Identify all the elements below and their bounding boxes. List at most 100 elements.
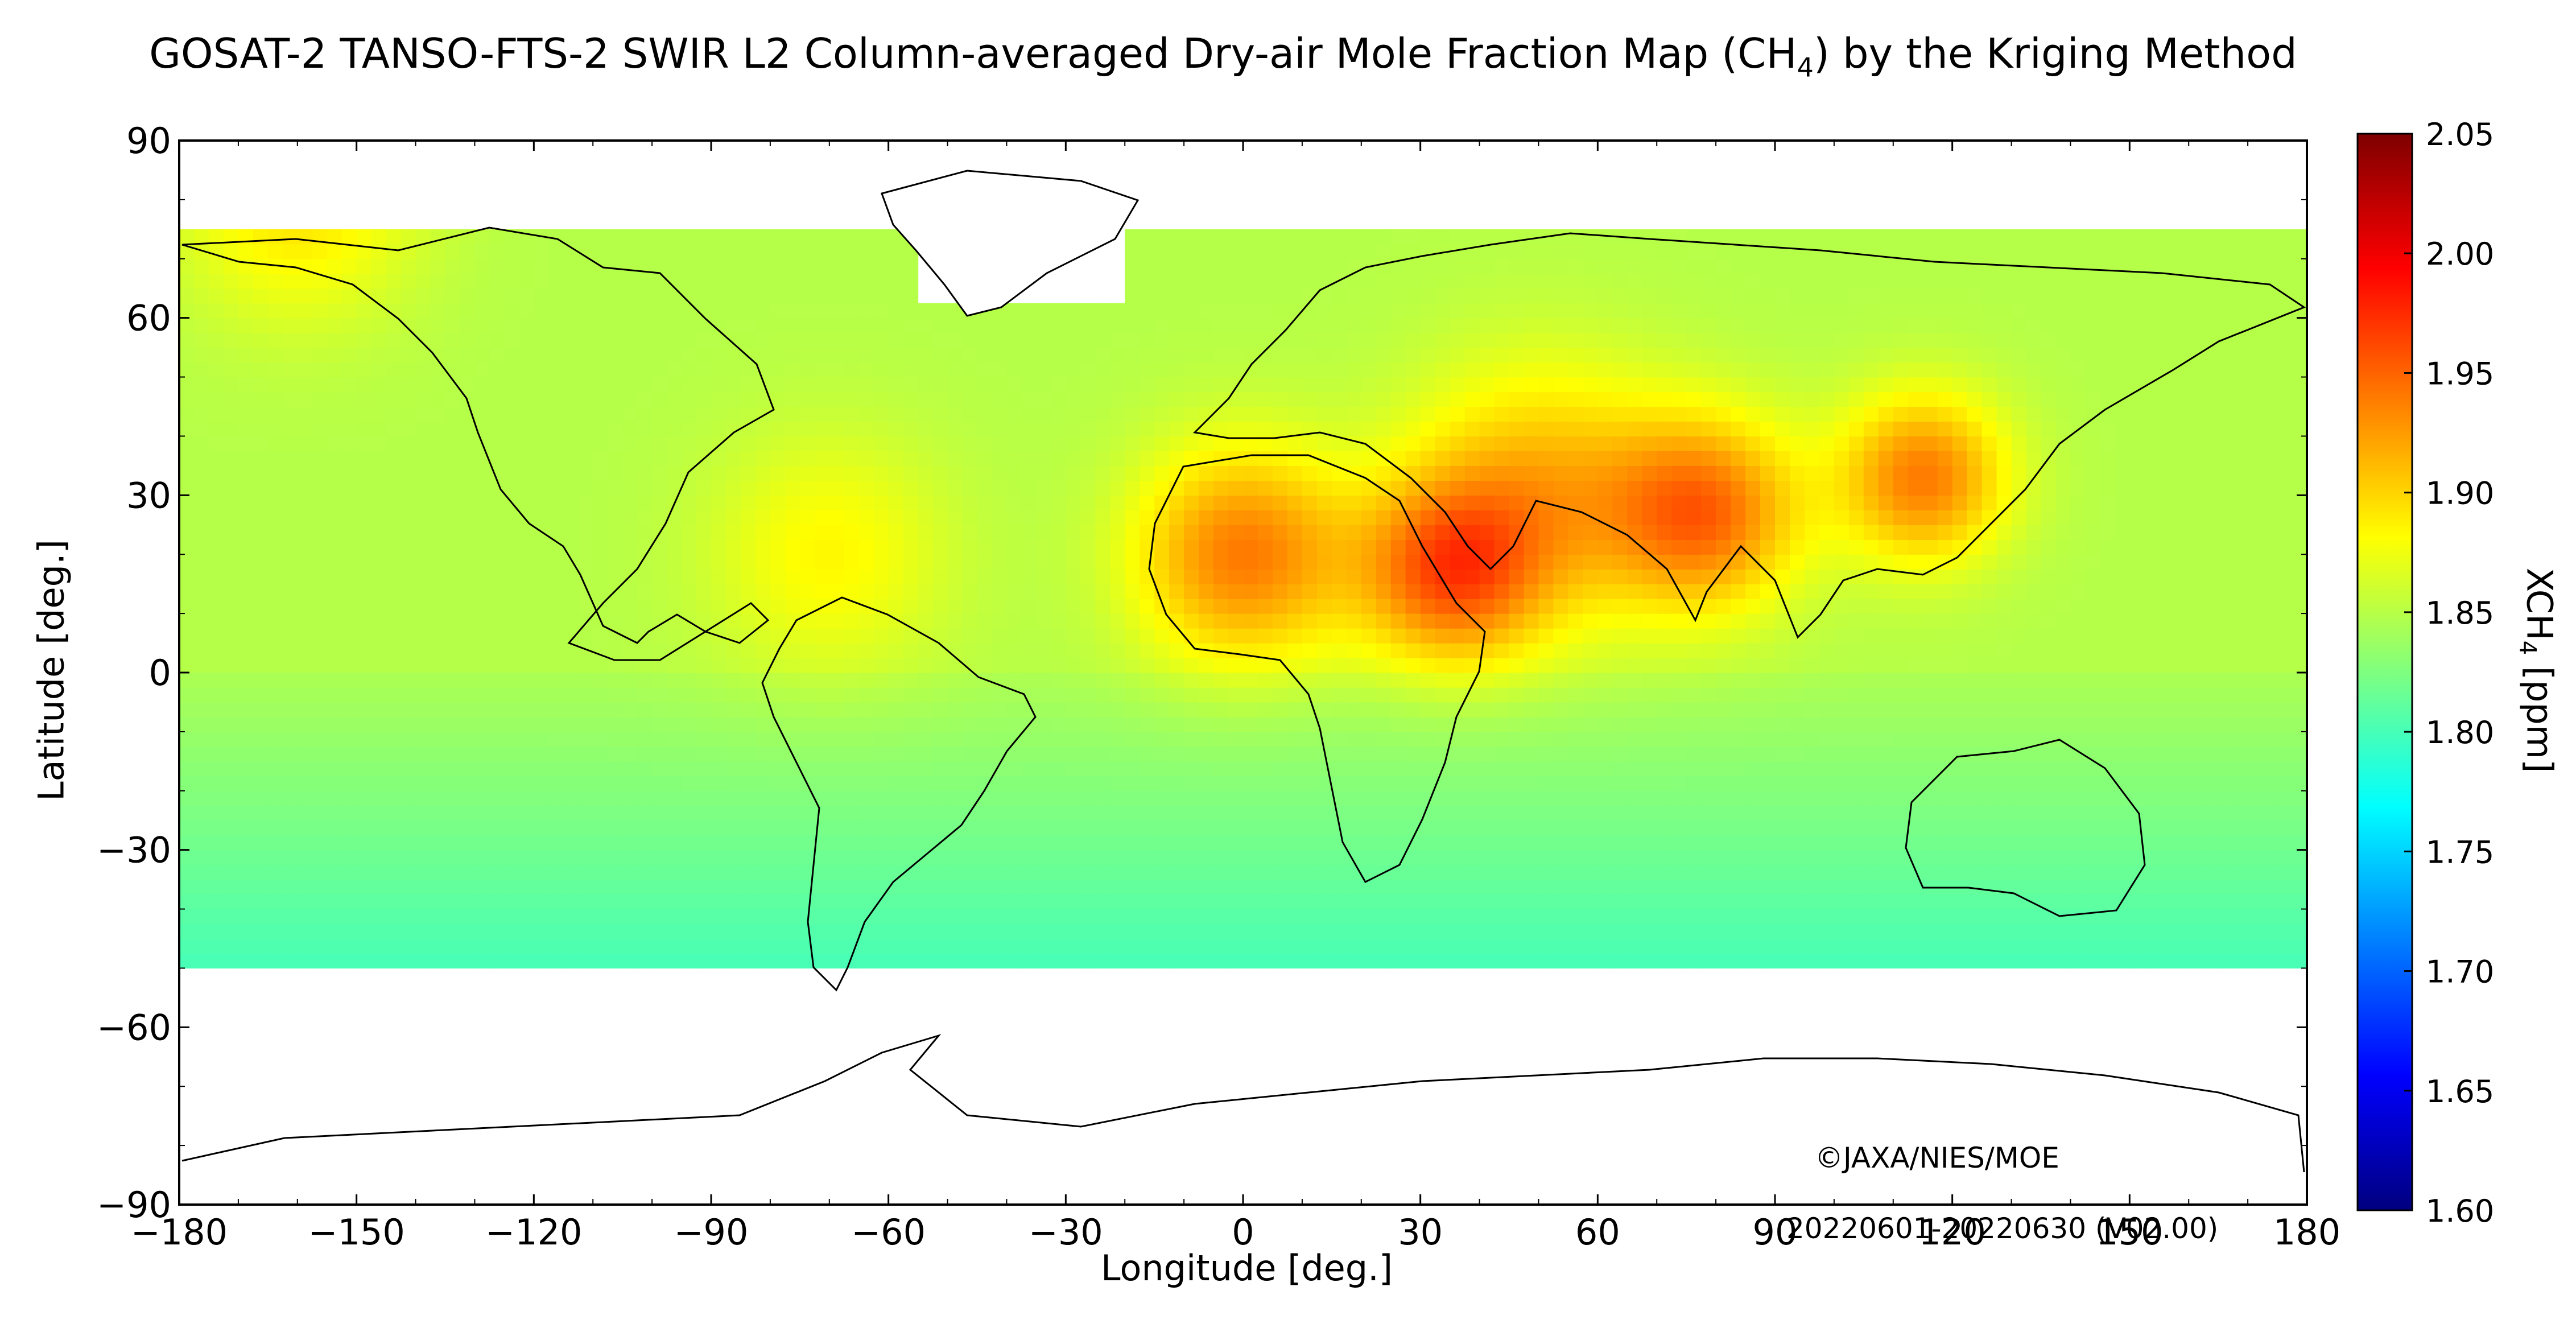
heatmap-cell	[873, 687, 889, 703]
heatmap-cell	[2041, 776, 2057, 791]
heatmap-cell	[814, 480, 830, 496]
heatmap-cell	[1790, 495, 1805, 510]
heatmap-cell	[1597, 673, 1613, 688]
heatmap-cell	[667, 465, 682, 481]
heatmap-cell	[1908, 716, 1923, 732]
heatmap-cell	[1080, 716, 1096, 732]
heatmap-cell	[1331, 510, 1347, 525]
heatmap-cell	[1524, 938, 1539, 954]
heatmap-cell	[1420, 894, 1436, 910]
heatmap-cell	[1509, 584, 1525, 599]
heatmap-cell	[2203, 539, 2219, 555]
heatmap-cell	[1021, 953, 1037, 969]
heatmap-cell	[1390, 731, 1406, 747]
heatmap-cell	[2144, 702, 2160, 718]
heatmap-cell	[1848, 850, 1864, 865]
heatmap-cell	[1745, 584, 1761, 599]
heatmap-cell	[962, 850, 978, 865]
heatmap-cell	[1686, 776, 1702, 791]
heatmap-cell	[312, 820, 328, 836]
heatmap-cell	[2263, 480, 2278, 496]
heatmap-cell	[608, 525, 623, 540]
heatmap-cell	[341, 673, 357, 688]
heatmap-cell	[1760, 731, 1776, 747]
heatmap-cell	[2011, 820, 2027, 836]
heatmap-cell	[1405, 702, 1421, 718]
heatmap-cell	[2026, 480, 2042, 496]
heatmap-cell	[667, 702, 682, 718]
heatmap-cell	[489, 584, 505, 599]
heatmap-cell	[977, 451, 993, 466]
heatmap-cell	[1848, 909, 1864, 925]
heatmap-cell	[1405, 658, 1421, 673]
heatmap-cell	[267, 510, 283, 525]
heatmap-cell	[1538, 953, 1554, 969]
heatmap-cell	[2218, 894, 2234, 910]
heatmap-cell	[386, 864, 402, 880]
heatmap-cell	[1346, 673, 1362, 688]
heatmap-cell	[1538, 569, 1554, 584]
heatmap-cell	[696, 465, 712, 481]
heatmap-cell	[1494, 938, 1510, 954]
heatmap-cell	[2085, 924, 2100, 939]
heatmap-cell	[829, 525, 845, 540]
heatmap-cell	[267, 584, 283, 599]
heatmap-cell	[1996, 850, 2012, 865]
heatmap-cell	[2233, 953, 2248, 969]
heatmap-cell	[696, 953, 712, 969]
heatmap-cell	[1243, 658, 1258, 673]
heatmap-cell	[1524, 894, 1539, 910]
heatmap-cell	[208, 953, 224, 969]
heatmap-cell	[2292, 554, 2307, 570]
heatmap-cell	[740, 673, 756, 688]
heatmap-cell	[534, 924, 549, 939]
heatmap-cell	[1272, 613, 1288, 629]
heatmap-cell	[799, 805, 815, 821]
heatmap-cell	[637, 702, 653, 718]
heatmap-cell	[371, 584, 387, 599]
heatmap-cell	[1922, 628, 1938, 644]
heatmap-cell	[1080, 820, 1096, 836]
heatmap-cell	[1405, 924, 1421, 939]
heatmap-cell	[637, 643, 653, 658]
heatmap-cell	[1258, 465, 1273, 481]
heatmap-cell	[711, 805, 726, 821]
heatmap-cell	[534, 702, 549, 718]
heatmap-cell	[711, 539, 726, 555]
heatmap-cell	[873, 938, 889, 954]
heatmap-cell	[534, 776, 549, 791]
heatmap-cell	[267, 820, 283, 836]
heatmap-cell	[1405, 569, 1421, 584]
heatmap-cell	[918, 716, 934, 732]
heatmap-cell	[932, 465, 948, 481]
heatmap-cell	[2144, 613, 2160, 629]
heatmap-cell	[194, 584, 209, 599]
heatmap-cell	[711, 924, 726, 939]
heatmap-cell	[2159, 613, 2174, 629]
heatmap-cell	[844, 480, 860, 496]
heatmap-cell	[1848, 924, 1864, 939]
heatmap-cell	[1686, 702, 1702, 718]
heatmap-cell	[1316, 480, 1332, 496]
heatmap-cell	[2218, 924, 2234, 939]
heatmap-cell	[563, 924, 579, 939]
heatmap-cell	[1479, 495, 1495, 510]
heatmap-cell	[829, 864, 845, 880]
heatmap-cell	[1080, 539, 1096, 555]
heatmap-cell	[563, 599, 579, 614]
heatmap-cell	[445, 599, 461, 614]
heatmap-cell	[1361, 687, 1377, 703]
heatmap-cell	[1302, 628, 1318, 644]
heatmap-cell	[1893, 525, 1909, 540]
heatmap-cell	[2159, 569, 2174, 584]
heatmap-cell	[208, 850, 224, 865]
heatmap-cell	[1908, 776, 1923, 791]
heatmap-cell	[992, 539, 1008, 555]
heatmap-cell	[1228, 879, 1244, 895]
heatmap-cell	[1893, 850, 1909, 865]
heatmap-cell	[430, 510, 446, 525]
heatmap-cell	[341, 584, 357, 599]
heatmap-cell	[1361, 673, 1377, 688]
heatmap-cell	[977, 761, 993, 777]
heatmap-cell	[2100, 953, 2115, 969]
